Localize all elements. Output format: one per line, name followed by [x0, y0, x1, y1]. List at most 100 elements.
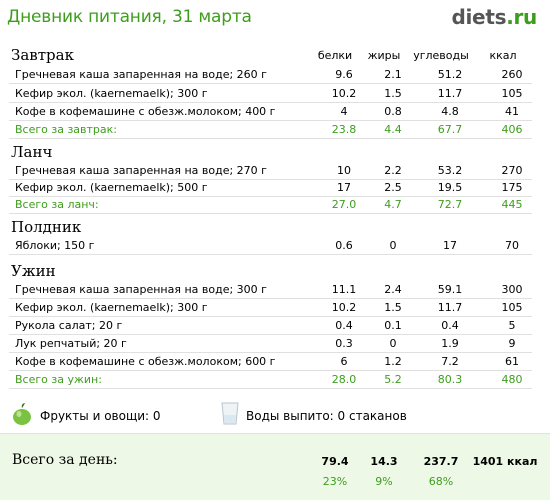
meal-title-lunch: Ланч: [11, 143, 53, 161]
food-name: Кофе в кофемашине с обезж.молоком; 400 г: [15, 105, 276, 118]
food-carbs: 4.8: [441, 105, 459, 118]
food-carbs: 7.2: [441, 355, 459, 368]
food-protein: 17: [337, 181, 351, 194]
meal-total-row: Всего за ужин: 28.0 5.2 80.3 480: [9, 370, 532, 389]
food-carbs: 51.2: [437, 68, 463, 81]
food-name: Яблоки; 150 г: [15, 239, 95, 252]
food-row[interactable]: Рукола салат; 20 г 0.4 0.1 0.4 5: [9, 316, 532, 335]
total-fat: 5.2: [384, 373, 402, 386]
total-carbs: 72.7: [437, 198, 463, 211]
food-carbs: 0.4: [441, 319, 459, 332]
food-row[interactable]: Кофе в кофемашине с обезж.молоком; 400 г…: [9, 102, 532, 121]
food-protein: 10: [337, 164, 351, 177]
meal-title-snack: Полдник: [11, 218, 82, 236]
apple-icon: [13, 403, 31, 425]
day-fat-percent: 9%: [375, 475, 393, 488]
food-kcal: 105: [501, 87, 523, 100]
total-kcal: 445: [501, 198, 523, 211]
food-kcal: 270: [501, 164, 523, 177]
fruits-counter[interactable]: Фрукты и овощи: 0: [40, 409, 161, 423]
food-fat: 1.5: [384, 301, 402, 314]
food-fat: 1.5: [384, 87, 402, 100]
water-counter[interactable]: Воды выпито: 0 стаканов: [246, 409, 407, 423]
food-carbs: 17: [443, 239, 457, 252]
food-row[interactable]: Гречневая каша запаренная на воде; 270 г…: [9, 161, 532, 180]
food-row[interactable]: Гречневая каша запаренная на воде; 260 г…: [9, 65, 532, 84]
food-fat: 2.1: [384, 68, 402, 81]
column-header-fat: жиры: [367, 49, 401, 62]
food-name: Гречневая каша запаренная на воде; 300 г: [15, 283, 267, 296]
logo-part-tld: .ru: [506, 5, 537, 29]
meal-total-row: Всего за ланч: 27.0 4.7 72.7 445: [9, 195, 532, 214]
food-name: Рукола салат; 20 г: [15, 319, 123, 332]
column-header-carbs: углеводы: [413, 49, 469, 62]
total-kcal: 480: [501, 373, 523, 386]
food-carbs: 1.9: [441, 337, 459, 350]
total-protein: 23.8: [331, 123, 357, 136]
food-row[interactable]: Кефир экол. (kaernemaelk); 300 г 10.2 1.…: [9, 84, 532, 103]
food-row[interactable]: Лук репчатый; 20 г 0.3 0 1.9 9: [9, 334, 532, 353]
header: Дневник питания, 31 марта diets.ru: [0, 0, 550, 36]
column-header-protein: белки: [317, 49, 353, 62]
food-protein: 6: [340, 355, 348, 368]
food-fat: 0.1: [384, 319, 402, 332]
food-kcal: 41: [505, 105, 519, 118]
food-protein: 0.6: [335, 239, 353, 252]
day-total-carbs: 237.7: [423, 455, 459, 468]
food-fat: 0: [389, 337, 397, 350]
total-fat: 4.4: [384, 123, 402, 136]
food-fat: 1.2: [384, 355, 402, 368]
food-carbs: 59.1: [437, 283, 463, 296]
food-name: Кефир экол. (kaernemaelk); 300 г: [15, 87, 208, 100]
total-carbs: 67.7: [437, 123, 463, 136]
day-total-kcal: 1401 ккал: [472, 455, 538, 468]
meal-total-label: Всего за ланч:: [15, 198, 99, 211]
food-protein: 9.6: [335, 68, 353, 81]
day-protein-percent: 23%: [322, 475, 348, 488]
meal-title-breakfast: Завтрак: [11, 46, 74, 64]
food-protein: 10.2: [331, 301, 357, 314]
food-kcal: 105: [501, 301, 523, 314]
column-header-kcal: ккал: [489, 49, 517, 62]
glass-icon: [221, 402, 239, 425]
total-carbs: 80.3: [437, 373, 463, 386]
food-protein: 0.4: [335, 319, 353, 332]
meal-total-label: Всего за ужин:: [15, 373, 102, 386]
food-kcal: 5: [508, 319, 516, 332]
food-protein: 4: [340, 105, 348, 118]
food-row[interactable]: Кефир экол. (kaernemaelk); 500 г 17 2.5 …: [9, 178, 532, 197]
day-total-label: Всего за день:: [12, 452, 118, 468]
food-fat: 2.4: [384, 283, 402, 296]
food-name: Гречневая каша запаренная на воде; 260 г: [15, 68, 267, 81]
food-kcal: 300: [501, 283, 523, 296]
food-row[interactable]: Гречневая каша запаренная на воде; 300 г…: [9, 280, 532, 299]
day-carbs-percent: 68%: [428, 475, 454, 488]
day-total-fat: 14.3: [370, 455, 398, 468]
food-fat: 2.5: [384, 181, 402, 194]
food-carbs: 19.5: [437, 181, 463, 194]
food-name: Кефир экол. (kaernemaelk); 500 г: [15, 181, 208, 194]
day-total-panel: [0, 433, 550, 500]
food-kcal: 70: [505, 239, 519, 252]
food-kcal: 9: [508, 337, 516, 350]
day-total-protein: 79.4: [321, 455, 349, 468]
food-row[interactable]: Кофе в кофемашине с обезж.молоком; 600 г…: [9, 352, 532, 371]
food-fat: 2.2: [384, 164, 402, 177]
food-fat: 0.8: [384, 105, 402, 118]
total-fat: 4.7: [384, 198, 402, 211]
logo-part-name: diets: [451, 5, 507, 29]
meal-total-label: Всего за завтрак:: [15, 123, 118, 136]
total-protein: 27.0: [331, 198, 357, 211]
food-row[interactable]: Кефир экол. (kaernemaelk); 300 г 10.2 1.…: [9, 298, 532, 317]
food-protein: 10.2: [331, 87, 357, 100]
food-kcal: 260: [501, 68, 523, 81]
total-kcal: 406: [501, 123, 523, 136]
meal-title-dinner: Ужин: [11, 262, 56, 280]
food-row[interactable]: Яблоки; 150 г 0.6 0 17 70: [9, 236, 532, 255]
food-carbs: 11.7: [437, 87, 463, 100]
meal-total-row: Всего за завтрак: 23.8 4.4 67.7 406: [9, 120, 532, 139]
site-logo[interactable]: diets.ru: [451, 5, 537, 29]
food-name: Гречневая каша запаренная на воде; 270 г: [15, 164, 267, 177]
food-protein: 11.1: [331, 283, 357, 296]
page-title: Дневник питания, 31 марта: [7, 7, 252, 27]
